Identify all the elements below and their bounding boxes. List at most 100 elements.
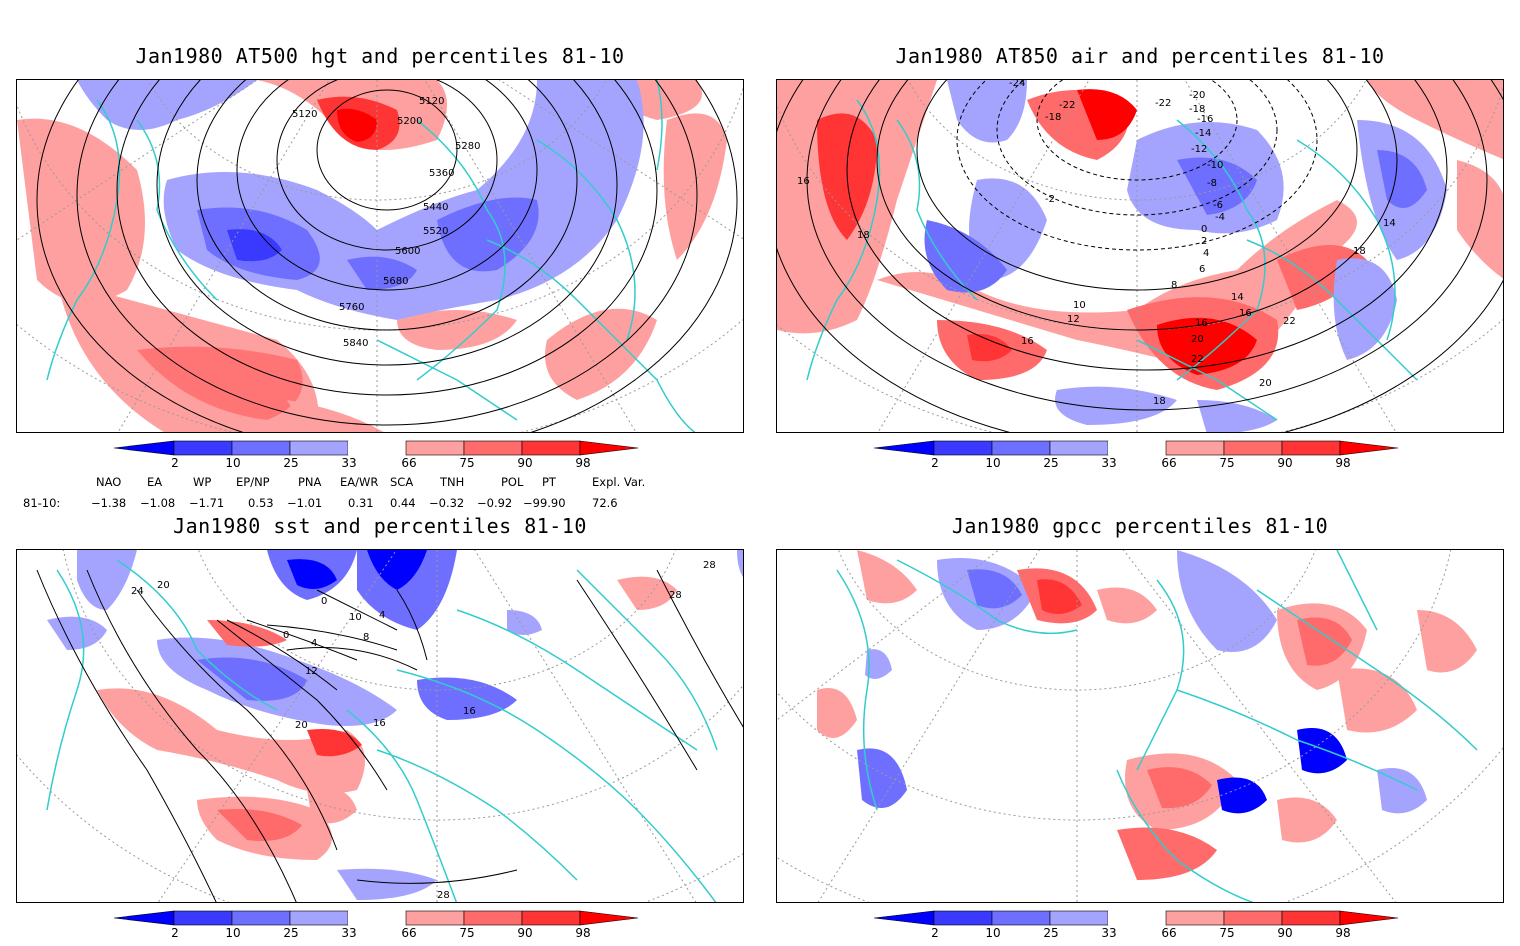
map-gpcc [777, 550, 1503, 902]
index-value: −1.01 [287, 496, 323, 510]
colorbar-tick: 33 [1101, 926, 1117, 940]
index-header: NAO [96, 475, 122, 489]
colorbar-tick: 98 [1335, 456, 1351, 470]
colorbar-tick: 2 [931, 456, 939, 470]
colorbar-swatch [521, 910, 581, 926]
colorbar-swatch [579, 440, 639, 456]
colorbar-tick: 75 [1219, 926, 1235, 940]
index-value: −99.90 [523, 496, 566, 510]
map-panel-gpcc [776, 549, 1504, 903]
contour-label: 16 [797, 176, 810, 187]
colorbar-tick: 75 [459, 456, 475, 470]
contour-label: -14 [1195, 128, 1211, 139]
temperature-contours [777, 80, 1503, 432]
contour-label: 16 [1021, 336, 1034, 347]
contour-label: -10 [1207, 160, 1223, 171]
contour-label: 20 [1259, 378, 1272, 389]
index-value: −0.92 [477, 496, 513, 510]
colorbar-tick: 25 [283, 456, 299, 470]
graticule-gpcc [777, 550, 1503, 902]
colorbar-swatch [521, 440, 581, 456]
colorbar-swatch [933, 910, 993, 926]
colorbar-swatch [1223, 910, 1283, 926]
colorbar-swatch [463, 440, 523, 456]
contour-label: 5120 [419, 96, 444, 107]
colorbar-swatch [348, 441, 406, 455]
contour-label: 12 [1067, 314, 1080, 325]
contour-label: 28 [669, 590, 682, 601]
panel-title-hgt: Jan1980 AT500 hgt and percentiles 81-10 [135, 44, 625, 68]
percentile-shading-hgt [17, 80, 727, 432]
graticule-air [777, 80, 1503, 432]
temperature-contour-labels: -24 -22 -22 -20 -18 -18 -16 -14 -12 -10 … [797, 80, 1396, 407]
colorbar-swatch [991, 440, 1051, 456]
colorbar-swatches [874, 440, 1399, 456]
contour-label: 16 [373, 718, 386, 729]
contour-label: 5760 [339, 302, 364, 313]
percentile-shading-air [777, 80, 1503, 432]
colorbar-tick: 90 [1277, 926, 1293, 940]
colorbar-swatch [173, 910, 233, 926]
contour-label: 4 [311, 638, 317, 649]
colorbar-tick: 33 [341, 456, 357, 470]
sst-contours [36, 569, 743, 902]
coastlines-air [806, 99, 1418, 421]
colorbar-swatch [1049, 440, 1109, 456]
contour-label: 5360 [429, 168, 454, 179]
map-hgt: 5120 5120 5200 5280 5360 5440 5520 5600 … [17, 80, 743, 432]
contour-label: 14 [1231, 292, 1244, 303]
map-panel-sst: 24 20 0 0 4 4 8 10 12 16 16 20 28 28 28 [16, 549, 744, 903]
index-value: 72.6 [592, 496, 618, 510]
colorbar-swatch [1281, 910, 1341, 926]
colorbar-swatch [114, 440, 175, 456]
contour-label: -18 [1189, 104, 1205, 115]
colorbar-swatches [874, 910, 1399, 926]
colorbar-swatch [933, 440, 993, 456]
colorbar-swatch [289, 440, 349, 456]
contour-label: 16 [1239, 308, 1252, 319]
colorbar-swatch [405, 910, 465, 926]
graticule-sst [17, 550, 743, 902]
colorbar-tick: 10 [225, 926, 241, 940]
colorbar-tick: 25 [283, 926, 299, 940]
map-sst: 24 20 0 0 4 4 8 10 12 16 16 20 28 28 28 [17, 550, 743, 902]
contour-label: 8 [363, 632, 369, 643]
contour-label: 5200 [397, 116, 422, 127]
index-value: −1.08 [140, 496, 176, 510]
contour-label: 5440 [423, 202, 448, 213]
colorbar-tick: 10 [225, 456, 241, 470]
panel-title-gpcc: Jan1980 gpcc percentiles 81-10 [951, 514, 1329, 538]
colorbar-tick: 90 [1277, 456, 1293, 470]
map-panel-air: -24 -22 -22 -20 -18 -18 -16 -14 -12 -10 … [776, 79, 1504, 433]
index-header: SCA [390, 475, 414, 489]
colorbar-tick: 2 [171, 926, 179, 940]
contour-label: 6 [1199, 264, 1205, 275]
colorbar-swatch [874, 440, 935, 456]
colorbar-swatch [1339, 440, 1399, 456]
contour-label: 22 [1191, 354, 1204, 365]
contour-label: 10 [1073, 300, 1086, 311]
contour-label: 0 [321, 596, 327, 607]
colorbar-swatch [1223, 440, 1283, 456]
contour-label: -22 [1155, 98, 1171, 109]
colorbar-swatch [231, 910, 291, 926]
percentile-shading-sst [47, 550, 743, 900]
percentile-shading-gpcc [817, 550, 1477, 880]
contour-label: 8 [1171, 280, 1177, 291]
colorbar-swatch [114, 910, 175, 926]
colorbar-swatch [348, 911, 406, 925]
index-row-label: 81-10: [23, 496, 61, 510]
contour-label: 24 [131, 586, 144, 597]
height-contours [36, 80, 738, 432]
contour-label: -6 [1213, 200, 1223, 211]
contour-label: 28 [703, 560, 716, 571]
contour-label: -18 [1045, 112, 1061, 123]
colorbar-sst: 2 10 25 33 66 75 90 98 [114, 910, 644, 946]
contour-label: 22 [1283, 316, 1296, 327]
colorbar-tick: 98 [575, 926, 591, 940]
map-air: -24 -22 -22 -20 -18 -18 -16 -14 -12 -10 … [777, 80, 1503, 432]
colorbar-swatch [1339, 910, 1399, 926]
contour-label: 18 [1353, 246, 1366, 257]
map-panel-hgt: 5120 5120 5200 5280 5360 5440 5520 5600 … [16, 79, 744, 433]
colorbar-swatch [1165, 910, 1225, 926]
